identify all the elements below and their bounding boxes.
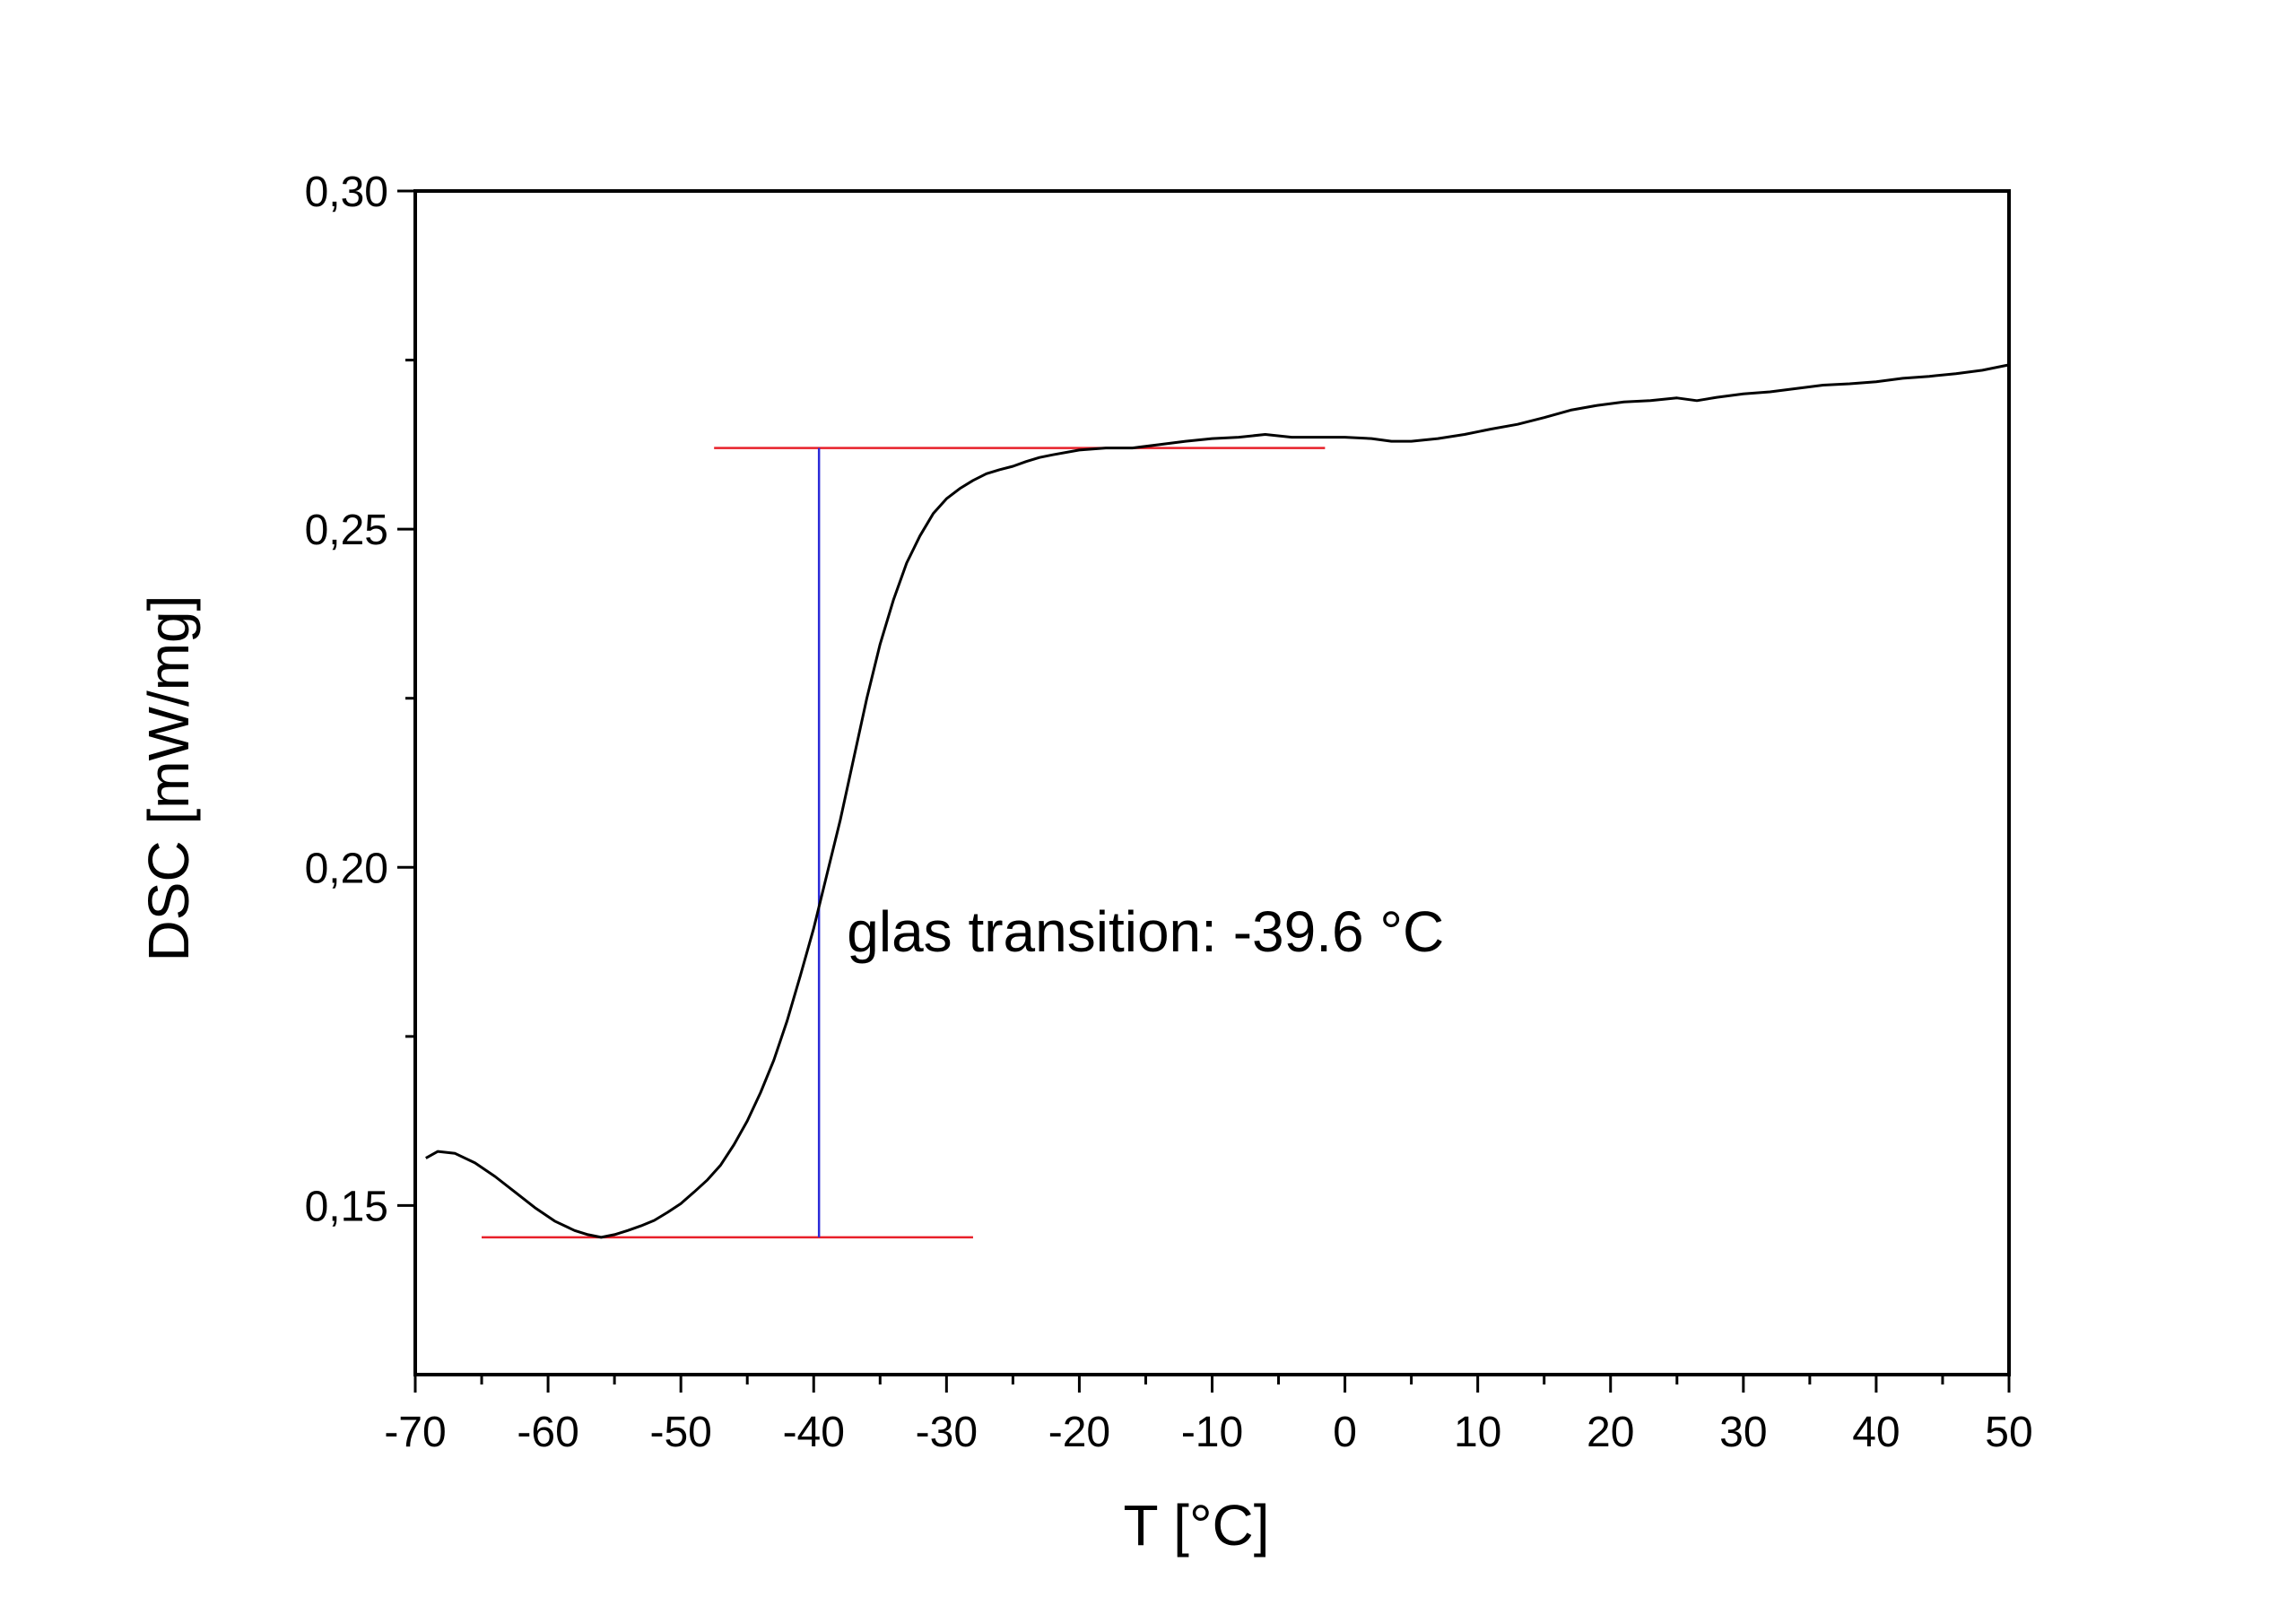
y-tick-label: 0,30	[305, 169, 388, 216]
plot-area	[413, 189, 2011, 1376]
plot-frame	[413, 189, 2011, 1376]
y-axis: 0,15 0,20 0,25 0,30	[305, 169, 415, 1230]
x-tick-label: -30	[916, 1409, 978, 1456]
x-tick-label: 30	[1719, 1409, 1767, 1456]
dsc-curve	[425, 363, 2010, 1239]
y-axis-title: DSC [mW/mg]	[136, 595, 201, 962]
x-axis-title: T [°C]	[1123, 1493, 1269, 1558]
x-tick-label: 20	[1587, 1409, 1634, 1456]
x-tick-label: -20	[1048, 1409, 1110, 1456]
x-tick-label: 0	[1333, 1409, 1357, 1456]
y-tick-label: 0,15	[305, 1183, 388, 1230]
x-tick-label: -70	[384, 1409, 446, 1456]
x-tick-label: -60	[517, 1409, 578, 1456]
x-axis: -70 -60 -50 -40 -30 -20 -10 0 10 20 30 40 50	[384, 1375, 2033, 1456]
x-tick-label: 10	[1454, 1409, 1501, 1456]
y-tick-label: 0,20	[305, 845, 388, 892]
annotations: glas transition: -39.6 °C	[847, 899, 1444, 964]
x-tick-label: -10	[1181, 1409, 1243, 1456]
x-tick-label: 40	[1852, 1409, 1900, 1456]
x-tick-label: -40	[783, 1409, 845, 1456]
x-tick-label: 50	[1985, 1409, 2032, 1456]
y-tick-label: 0,25	[305, 507, 388, 554]
x-tick-label: -50	[649, 1409, 711, 1456]
glass-transition-label: glas transition: -39.6 °C	[847, 899, 1444, 964]
